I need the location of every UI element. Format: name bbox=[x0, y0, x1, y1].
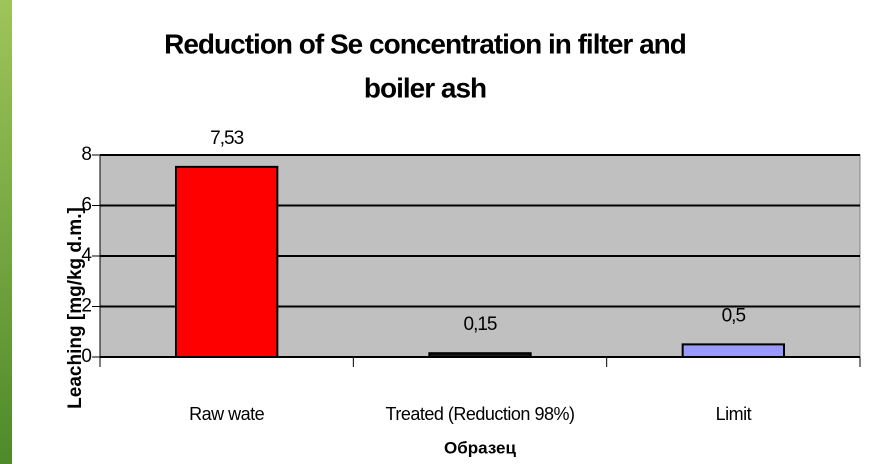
data-label: 0,15 bbox=[464, 314, 497, 335]
data-label: 7,53 bbox=[210, 128, 243, 149]
bar bbox=[175, 165, 279, 358]
y-tick-label: 2 bbox=[81, 296, 92, 317]
y-tick-label: 6 bbox=[81, 195, 92, 216]
x-tick-label: Limit bbox=[716, 404, 752, 424]
bar bbox=[428, 352, 532, 358]
y-tick-label: 4 bbox=[81, 245, 92, 266]
y-tick-label: 8 bbox=[81, 144, 92, 165]
x-tick-label: Raw wate bbox=[189, 404, 265, 424]
chart-title: boiler ash bbox=[364, 72, 486, 103]
x-tick-label: Treated (Reduction 98%) bbox=[386, 404, 575, 424]
x-axis-label: Образец bbox=[444, 438, 516, 457]
bar bbox=[681, 343, 786, 358]
chart-title: Reduction of Se concentration in filter … bbox=[164, 28, 686, 59]
data-label: 0,5 bbox=[722, 305, 746, 326]
y-tick-label: 0 bbox=[81, 346, 92, 367]
y-axis-label: Leaching [mg/kg d.m.] bbox=[65, 207, 86, 409]
